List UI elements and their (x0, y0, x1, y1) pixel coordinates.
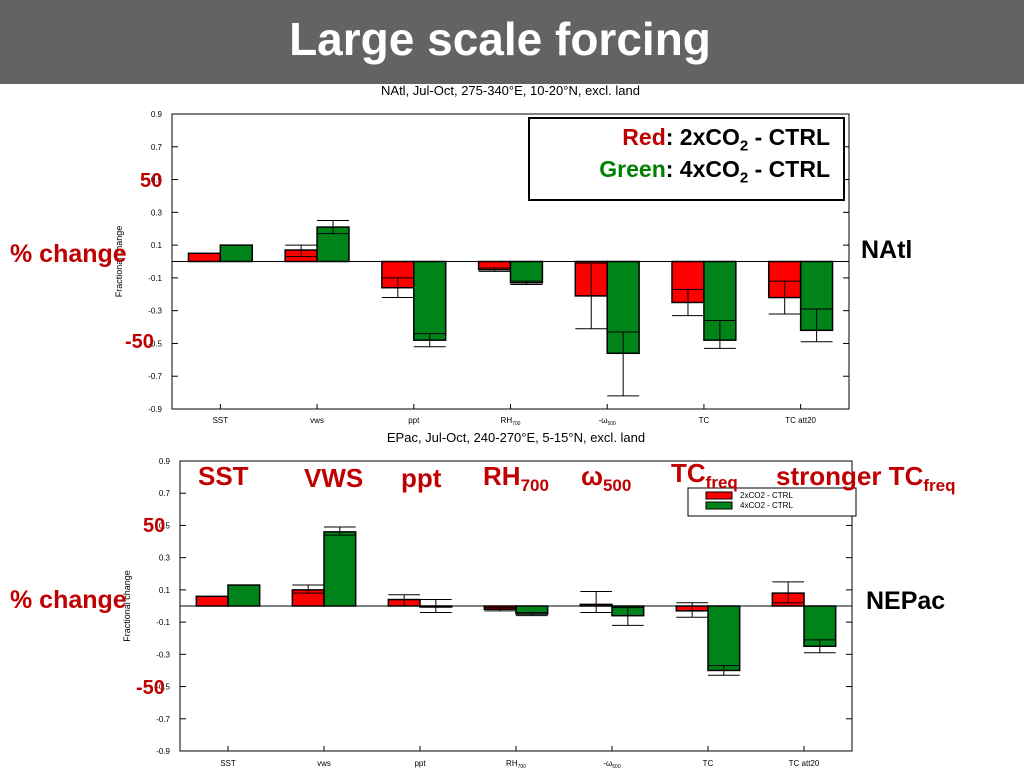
chart2-xtick-label: -ω500 (603, 759, 620, 768)
chart2-ytick-label: -0.1 (156, 618, 170, 627)
chart2-title: EPac, Jul-Oct, 240-270°E, 5-15°N, excl. … (387, 430, 645, 445)
chart1-ytick-label: -0.7 (148, 372, 162, 381)
chart1-xtick-label: vws (310, 416, 324, 425)
chart1-ytick-label: 0.1 (151, 241, 163, 250)
chart1-xtick-label: -ω500 (599, 416, 616, 427)
chart2-ylabel: Fractional change (122, 570, 132, 642)
legend-line-red: Red: 2xCO2 - CTRL (530, 124, 830, 155)
cat-label-ppt: ppt (401, 463, 442, 493)
chart1-ytick-label: 0.5 (151, 176, 163, 185)
chart2-legend-swatch (705, 491, 733, 500)
percent-change-label-bottom: % change (10, 586, 127, 614)
chart1-ylabel: Fractional change (114, 226, 124, 298)
chart1-ytick-label: -0.1 (148, 274, 162, 283)
chart2-xtick-label: vws (317, 759, 331, 768)
slide-title: Large scale forcing (289, 13, 711, 65)
cat-label-rh: RH700 (483, 461, 549, 496)
chart2-ytick-label: 0.1 (159, 586, 171, 595)
cat-label-stronger-tcfreq: stronger TCfreq (776, 461, 955, 496)
chart2-ytick-label: 0.3 (159, 554, 171, 563)
legend-red-text: : 2xCO (665, 124, 740, 150)
minus50-label-bottom: -50 (136, 677, 165, 699)
chart2-ytick-label: -0.9 (156, 747, 170, 756)
chart2-xtick-label: TC att20 (789, 759, 820, 768)
legend-red-sub: 2 (739, 137, 749, 155)
chart2-bar (227, 584, 261, 607)
chart1-ytick-label: 0.3 (151, 208, 163, 217)
chart2-ytick-label: -0.3 (156, 650, 170, 659)
chart2-legend-entry: 2xCO2 - CTRL (740, 491, 793, 500)
cat-label-rh-sub: 700 (520, 476, 549, 496)
region-label-natl: NAtl (861, 236, 913, 264)
cat-label-omega-sub: 500 (602, 476, 632, 496)
cat-label-rh-main: RH (483, 461, 521, 491)
chart2-xtick-label: ppt (414, 759, 426, 768)
legend-red-text-end: - CTRL (748, 124, 830, 150)
chart2-ytick-label: -0.7 (156, 715, 170, 724)
chart1-title: NAtl, Jul-Oct, 275-340°E, 10-20°N, excl.… (381, 83, 640, 98)
cat-label-omega: ω500 (581, 461, 631, 496)
chart1-bar (413, 260, 447, 341)
cat-label-sst: SST (198, 461, 249, 491)
chart2-xtick-label: SST (220, 759, 236, 768)
chart1-bar (509, 260, 544, 284)
chart2-xtick-label: RH700 (506, 759, 526, 768)
chart1-xtick-label: RH700 (501, 416, 521, 427)
cat-label-stronger-sub: freq (923, 476, 956, 496)
chart1-xtick-label: TC att20 (785, 416, 816, 425)
chart1-ytick-label: 0.7 (151, 143, 163, 152)
chart2-ytick-label: 0.7 (159, 489, 171, 498)
legend-green-text: : 4xCO (665, 156, 740, 182)
chart2-legend-entry: 4xCO2 - CTRL (740, 501, 793, 510)
chart1-ytick-label: -0.3 (148, 307, 162, 316)
cat-label-tcfreq: TCfreq (671, 458, 738, 493)
legend-box (528, 117, 845, 201)
chart2-ytick-label: 0.5 (159, 521, 171, 530)
chart1-ytick-label: -0.9 (148, 405, 162, 414)
plus50-label-top: 50 (140, 170, 163, 192)
chart2-legend-swatch (705, 501, 733, 510)
cat-label-tcfreq-main: TC (671, 458, 706, 488)
plus50-label-bottom: 50 (143, 515, 166, 537)
chart1-bar (187, 252, 222, 263)
chart1-ytick-label: 0.9 (151, 110, 163, 119)
chart1-xtick-label: SST (213, 416, 229, 425)
chart1-xtick-label: ppt (408, 416, 420, 425)
title-bar (0, 0, 1024, 84)
legend-red-word: Red (622, 124, 666, 150)
percent-change-label-top: % change (10, 240, 127, 268)
cat-label-tcfreq-sub: freq (705, 473, 738, 493)
cat-label-omega-main: ω (581, 461, 603, 491)
minus50-label-top: -50 (125, 331, 154, 353)
cat-label-vws: VWS (304, 463, 364, 493)
region-label-nepac: NEPac (866, 587, 946, 615)
chart1-ytick-label: -0.5 (148, 339, 162, 348)
legend-green-text-end: - CTRL (748, 156, 830, 182)
chart1-xtick-label: TC (699, 416, 710, 425)
legend-green-sub: 2 (739, 169, 749, 187)
chart2-bar (323, 531, 357, 607)
chart2-bar (707, 605, 741, 672)
chart2-ytick-label: -0.5 (156, 683, 170, 692)
chart2-ytick-label: 0.9 (159, 457, 171, 466)
legend-line-green: Green: 4xCO2 - CTRL (530, 156, 830, 187)
legend-green-word: Green (599, 156, 666, 182)
chart2-bar (195, 595, 229, 607)
cat-label-stronger-main: stronger TC (776, 461, 924, 491)
chart2-xtick-label: TC (703, 759, 714, 768)
chart1-bar (219, 244, 254, 263)
